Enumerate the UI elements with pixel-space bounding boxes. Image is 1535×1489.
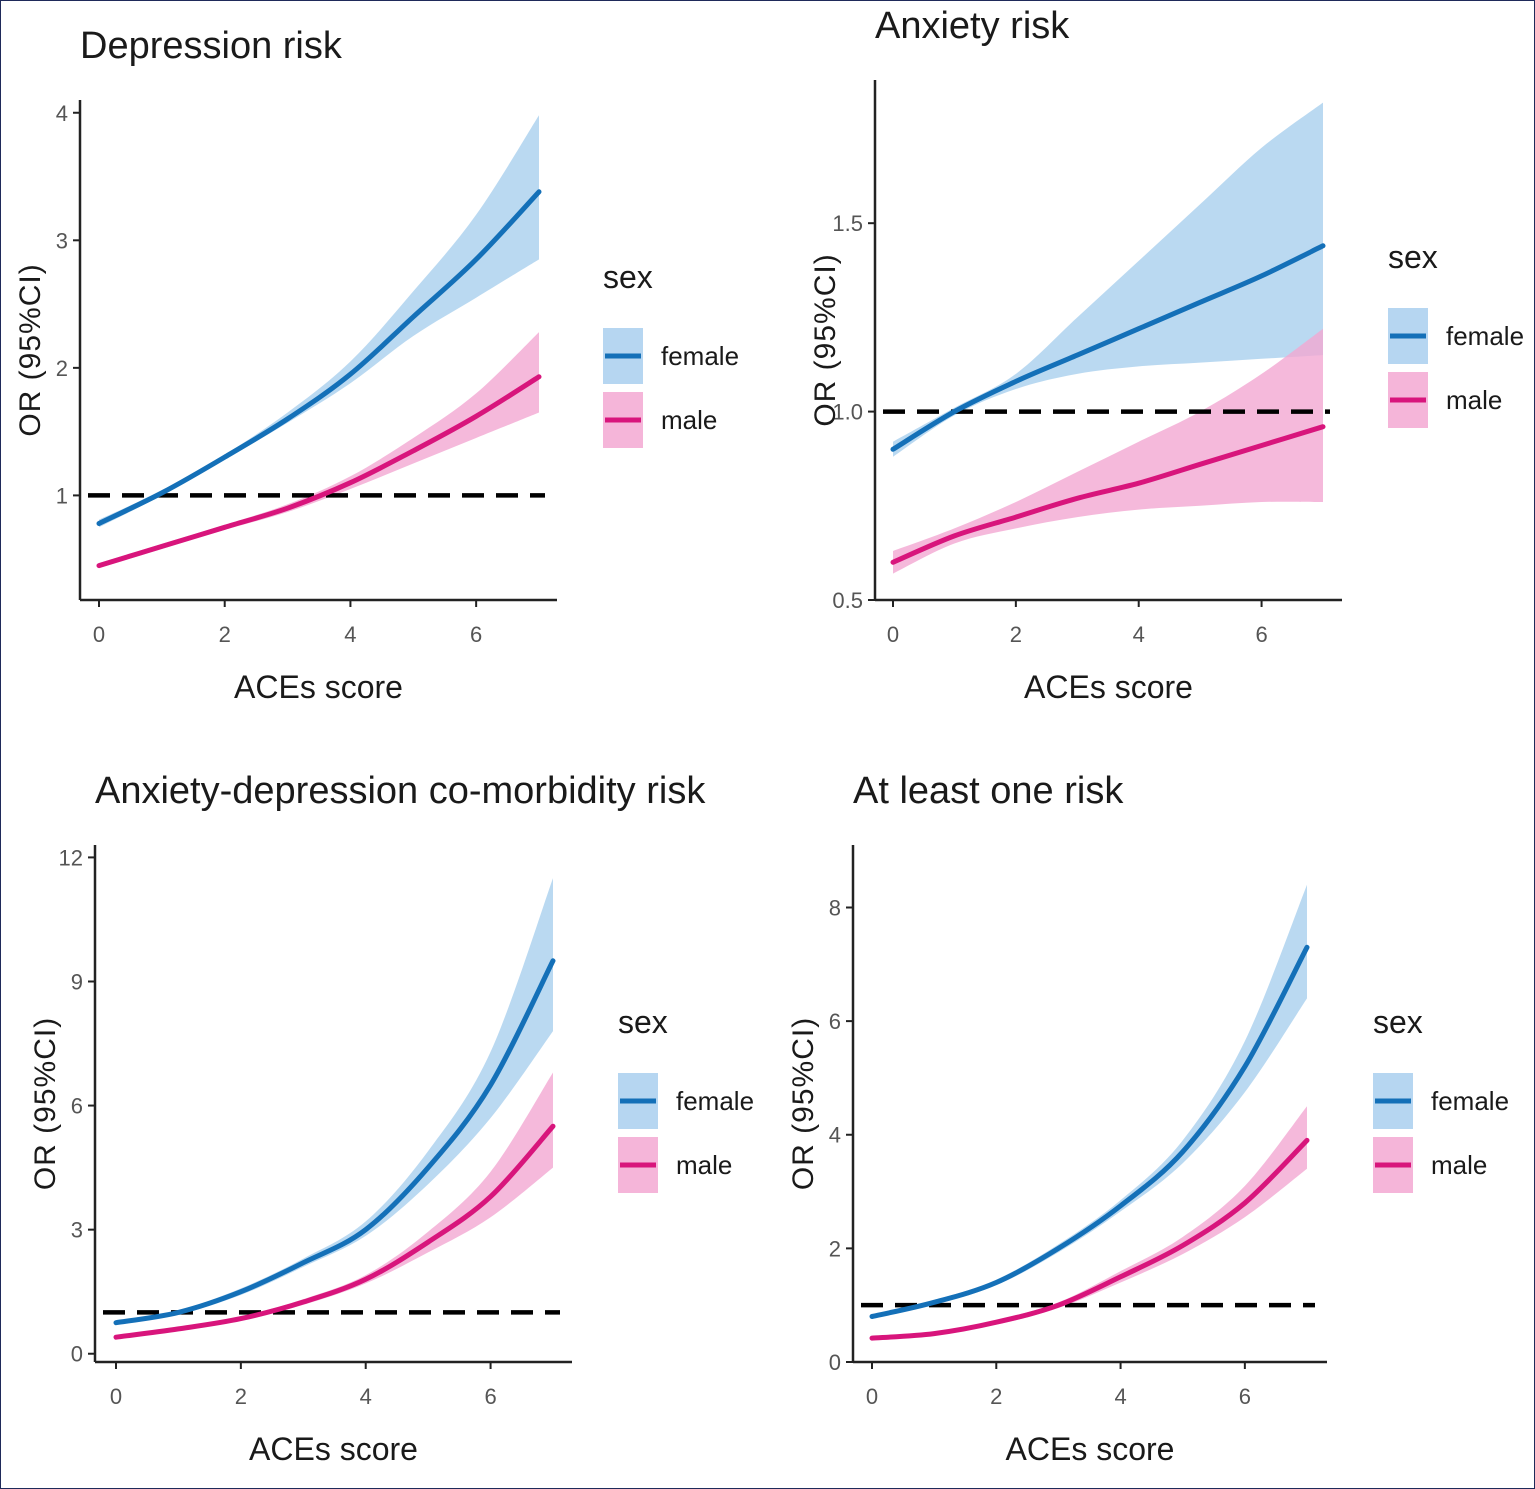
- y-tick-label: 3: [56, 228, 68, 253]
- chart-anxiety-risk: Anxiety risk 0.5 1.0 1.5 0 2 4 6 ACEs score OR (9…: [809, 5, 1524, 705]
- chart-depression-risk: Depression risk 1 2 3 4 0 2 4 6 ACEs score OR (95%…: [14, 25, 739, 705]
- series-line-female: [113, 958, 556, 1326]
- legend-label-female: female: [661, 341, 739, 371]
- x-tick-label: 0: [887, 622, 899, 647]
- legend-label-female: female: [1431, 1086, 1509, 1116]
- x-tick-label: 6: [470, 622, 482, 647]
- legend-label-male: male: [1431, 1150, 1487, 1180]
- y-tick-label: 6: [829, 1009, 841, 1034]
- y-tick-label: 4: [56, 101, 68, 126]
- legend-title: sex: [618, 1004, 668, 1040]
- ci-band-female: [893, 102, 1323, 457]
- x-axis-label: ACEs score: [234, 669, 403, 705]
- legend-label-female: female: [1446, 321, 1524, 351]
- chart-at-least-one-risk: At least one risk 0 2 4 6 8 0 2 4 6 ACEs score OR (…: [787, 770, 1509, 1467]
- legend-label-female: female: [676, 1086, 754, 1116]
- legend-label-male: male: [676, 1150, 732, 1180]
- x-tick-label: 2: [990, 1384, 1002, 1409]
- x-axis-label: ACEs score: [249, 1431, 418, 1467]
- y-axis-label: OR (95%CI): [809, 253, 842, 426]
- y-tick-label: 8: [829, 895, 841, 920]
- y-tick-label: 1: [56, 483, 68, 508]
- chart-title: Depression risk: [80, 25, 343, 67]
- y-tick-label: 4: [829, 1123, 841, 1148]
- legend-title: sex: [603, 259, 653, 295]
- x-tick-label: 4: [1114, 1384, 1126, 1409]
- y-tick-label: 0: [829, 1350, 841, 1375]
- series-line-male: [96, 374, 542, 569]
- x-tick-label: 4: [360, 1384, 372, 1409]
- x-axis-label: ACEs score: [1024, 669, 1193, 705]
- y-tick-label: 2: [56, 356, 68, 381]
- y-tick-label: 2: [829, 1236, 841, 1261]
- y-tick-label: 9: [71, 969, 83, 994]
- x-tick-label: 2: [1010, 622, 1022, 647]
- x-tick-label: 6: [484, 1384, 496, 1409]
- chart-comorbidity-risk: Anxiety-depression co-morbidity risk 0 3 6 9…: [29, 770, 754, 1467]
- x-tick-label: 4: [344, 622, 356, 647]
- legend-label-male: male: [661, 405, 717, 435]
- y-tick-label: 0: [71, 1342, 83, 1367]
- y-axis-label: OR (95%CI): [787, 1017, 820, 1190]
- x-tick-label: 4: [1133, 622, 1145, 647]
- series-line-male: [890, 424, 1326, 565]
- x-tick-label: 2: [235, 1384, 247, 1409]
- x-tick-label: 6: [1239, 1384, 1251, 1409]
- x-tick-label: 6: [1255, 622, 1267, 647]
- ci-band-male: [99, 332, 539, 569]
- legend-title: sex: [1388, 239, 1438, 275]
- x-tick-label: 0: [110, 1384, 122, 1409]
- chart-title: At least one risk: [853, 770, 1124, 812]
- legend-title: sex: [1373, 1004, 1423, 1040]
- ci-band-male: [893, 328, 1323, 574]
- series-line-female: [96, 189, 542, 526]
- series-line-female: [869, 944, 1310, 1319]
- panel-depression-risk: Depression risk 1 2 3 4 0 2 4 6 ACEs score OR (95%…: [0, 0, 767, 744]
- ci-band-female: [116, 878, 553, 1325]
- series-line-male: [869, 1137, 1310, 1341]
- y-axis-label: OR (95%CI): [29, 1017, 62, 1190]
- chart-title: Anxiety risk: [875, 5, 1070, 47]
- ci-band-male: [116, 1072, 553, 1339]
- x-tick-label: 0: [93, 622, 105, 647]
- y-tick-label: 12: [59, 845, 83, 870]
- chart-title: Anxiety-depression co-morbidity risk: [95, 770, 706, 812]
- x-tick-label: 0: [866, 1384, 878, 1409]
- panel-comorbidity-risk: Anxiety-depression co-morbidity risk 0 3 6 9…: [0, 744, 767, 1488]
- y-tick-label: 3: [71, 1218, 83, 1243]
- panel-at-least-one-risk: At least one risk 0 2 4 6 8 0 2 4 6 ACEs score OR (…: [767, 744, 1534, 1488]
- series-line-male: [113, 1123, 556, 1340]
- y-tick-label: 0.5: [832, 588, 863, 613]
- x-axis-label: ACEs score: [1006, 1431, 1175, 1467]
- y-axis-label: OR (95%CI): [14, 263, 47, 436]
- panel-anxiety-risk: Anxiety risk 0.5 1.0 1.5 0 2 4 6 ACEs score OR (9…: [767, 0, 1534, 744]
- ci-band-female: [99, 115, 539, 528]
- x-tick-label: 2: [219, 622, 231, 647]
- ci-band-female: [872, 884, 1307, 1319]
- y-tick-label: 1.5: [832, 211, 863, 236]
- y-tick-label: 6: [71, 1094, 83, 1119]
- series-line-female: [890, 243, 1326, 452]
- legend-label-male: male: [1446, 385, 1502, 415]
- y-tick-label: 1.0: [832, 400, 863, 425]
